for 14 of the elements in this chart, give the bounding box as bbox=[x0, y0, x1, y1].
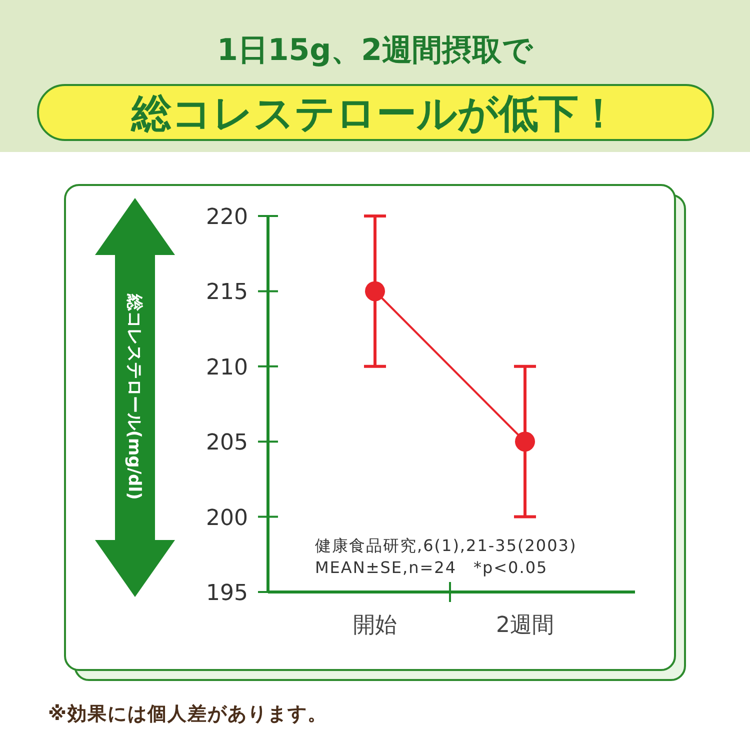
text: ※効果には個人差があります。 bbox=[48, 703, 328, 725]
y-tick-label: 210 bbox=[206, 355, 248, 380]
annotation: MEAN±SE,n=24 *p<0.05 bbox=[315, 558, 548, 577]
y-axis-title: 総コレステロール(mg/dl) bbox=[124, 293, 144, 500]
y-tick-label: 220 bbox=[206, 205, 248, 230]
x-tick-label: 開始 bbox=[353, 613, 397, 638]
annotation: 健康食品研究,6(1),21-35(2003) bbox=[315, 536, 577, 555]
y-tick-label: 200 bbox=[206, 506, 248, 531]
y-tick-label: 205 bbox=[206, 430, 248, 456]
y-tick-label: 195 bbox=[206, 581, 248, 606]
y-tick-label: 215 bbox=[206, 280, 248, 306]
x-tick-label: 2週間 bbox=[496, 613, 554, 638]
chart-title: 1日15g、2週間摂取で bbox=[217, 33, 534, 68]
chart-subtitle: 総コレステロールが低下！ bbox=[130, 91, 618, 137]
